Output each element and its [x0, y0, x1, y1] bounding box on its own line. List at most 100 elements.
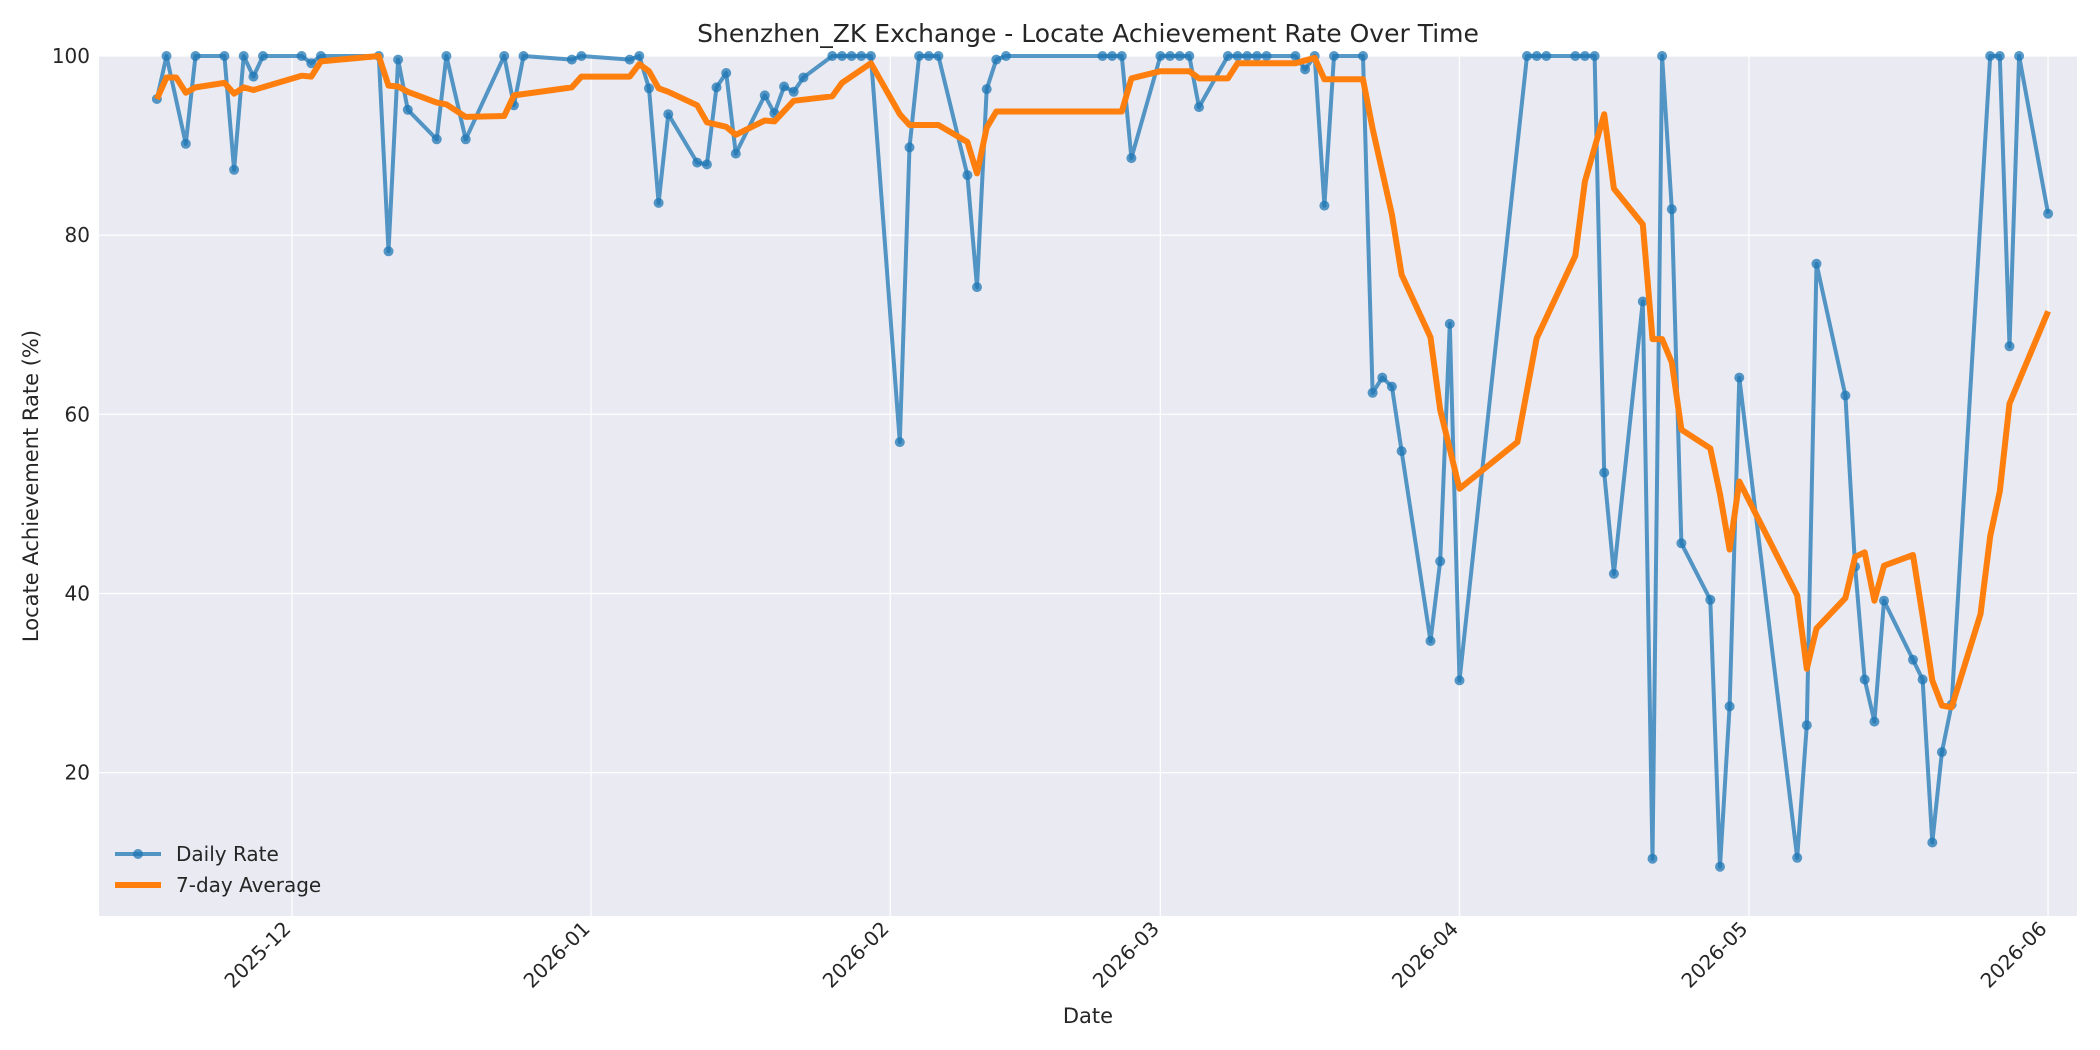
daily-rate-point: [846, 51, 857, 61]
daily-rate-point: [904, 142, 915, 153]
daily-rate-point: [1097, 51, 1108, 61]
daily-rate-point: [1531, 51, 1542, 61]
daily-rate-point: [730, 148, 741, 159]
daily-rate-point: [933, 51, 944, 61]
daily-rate-point: [701, 159, 712, 170]
daily-rate-point: [1329, 51, 1339, 61]
daily-rate-point: [972, 282, 982, 293]
x-tick-label: 2026-03: [1088, 917, 1164, 993]
daily-rate-point: [856, 51, 867, 61]
chart-title: Shenzhen_ZK Exchange - Locate Achievemen…: [697, 19, 1479, 48]
daily-rate-point: [865, 51, 876, 61]
daily-rate-point: [180, 138, 191, 149]
daily-rate-point: [663, 109, 674, 120]
daily-rate-point: [1454, 675, 1465, 686]
daily-rate-point: [1589, 51, 1600, 61]
daily-rate-point: [1107, 51, 1118, 61]
daily-rate-point: [1869, 716, 1880, 727]
y-tick-label: 80: [65, 223, 90, 247]
daily-rate-point: [2043, 208, 2054, 219]
daily-rate-point: [1859, 674, 1870, 685]
x-tick-label: 2026-02: [818, 917, 894, 993]
daily-rate-point: [1927, 837, 1938, 848]
daily-rate-point: [518, 51, 529, 61]
daily-rate-point: [1541, 51, 1552, 61]
avg-line: [154, 53, 2051, 711]
y-tick-label: 60: [65, 402, 90, 426]
daily-rate-point: [1811, 258, 1822, 269]
y-axis-ticks: 20 40 60 80 100: [52, 44, 90, 785]
legend-daily-marker: [133, 849, 143, 859]
daily-rate-point: [1425, 636, 1436, 646]
daily-rate-point: [1194, 102, 1204, 113]
y-tick-label: 100: [52, 44, 90, 68]
daily-rate-point: [296, 51, 307, 61]
daily-rate-point: [1126, 153, 1137, 164]
daily-rate-point: [393, 54, 404, 65]
daily-rate-point: [383, 246, 394, 257]
daily-rate-point: [827, 51, 838, 61]
daily-rate-point: [1705, 594, 1716, 605]
daily-rate-point: [1435, 556, 1446, 567]
daily-rate-point: [1358, 51, 1368, 61]
x-tick-label: 2026-06: [1976, 917, 2052, 993]
daily-rate-point: [1579, 51, 1590, 61]
daily-rate-point: [624, 54, 635, 65]
daily-rate-point: [441, 51, 452, 61]
x-tick-label: 2026-01: [519, 917, 595, 993]
daily-rate-point: [634, 51, 645, 61]
daily-rate-point: [1251, 51, 1262, 61]
daily-rate-point: [1386, 381, 1397, 392]
x-axis-ticks: 2025-12 2026-01 2026-02 2026-03 2026-04 2026-…: [219, 917, 2051, 993]
legend: Daily Rate 7-day Average: [115, 842, 321, 897]
legend-daily-label: Daily Rate: [176, 842, 279, 866]
daily-rate-point: [1908, 654, 1918, 665]
daily-rate-point: [1666, 204, 1677, 215]
daily-rate-point: [306, 58, 317, 69]
daily-rate-point: [1367, 387, 1378, 398]
daily-rate-point: [2004, 341, 2015, 352]
daily-rate-point: [1444, 318, 1455, 329]
daily-rate-point: [711, 82, 722, 93]
daily-rate-point: [229, 164, 240, 175]
daily-rate-point: [721, 68, 732, 78]
x-axis-title: Date: [1063, 1004, 1113, 1028]
daily-rate-point: [788, 86, 799, 97]
x-tick-label: 2026-04: [1387, 917, 1463, 993]
daily-rate-point: [914, 51, 925, 61]
daily-rate-point: [1608, 568, 1619, 579]
daily-rate-point: [894, 437, 905, 448]
daily-rate-point: [1570, 51, 1581, 61]
daily-rate-point: [576, 51, 587, 61]
daily-rate-point: [1637, 296, 1648, 307]
daily-rate-point: [1396, 446, 1407, 457]
daily-rate-point: [692, 157, 703, 168]
daily-rate-point: [798, 72, 809, 83]
daily-rate-point: [991, 54, 1002, 65]
daily-rate-point: [1001, 51, 1011, 61]
daily-rate-point: [566, 54, 577, 65]
daily-rate-point: [779, 81, 790, 92]
daily-rate-point: [1222, 51, 1233, 61]
daily-rate-point: [2014, 51, 2025, 61]
daily-rate-point: [1985, 51, 1996, 61]
daily-rate-point: [1377, 372, 1388, 383]
daily-rate-point: [1290, 51, 1301, 61]
daily-rate-point: [1300, 64, 1311, 75]
daily-rate-point: [837, 51, 847, 61]
plot-background: [99, 56, 2077, 916]
daily-rate-point: [219, 51, 230, 61]
daily-rate-point: [499, 51, 510, 61]
daily-rate-point: [1715, 861, 1725, 872]
daily-rate-point: [431, 134, 442, 145]
daily-rate-point: [238, 51, 249, 61]
daily-rate-point: [1647, 853, 1658, 864]
daily-rate-point: [1724, 701, 1735, 712]
y-axis-title: Locate Achievement Rate (%): [19, 330, 43, 642]
daily-rate-point: [1917, 674, 1928, 685]
daily-rate-point: [460, 134, 471, 145]
daily-rate-point: [759, 90, 770, 101]
daily-rate-point: [1319, 200, 1330, 211]
daily-rate-point: [653, 197, 664, 208]
